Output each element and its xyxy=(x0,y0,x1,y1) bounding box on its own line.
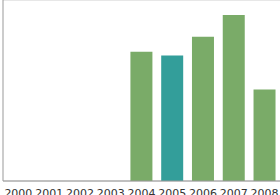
svg-text:2007: 2007 xyxy=(220,187,248,195)
svg-text:2005: 2005 xyxy=(158,187,186,195)
svg-text:2003: 2003 xyxy=(97,187,125,195)
svg-text:2008: 2008 xyxy=(251,187,272,195)
svg-text:2000: 2000 xyxy=(8,187,32,195)
svg-text:2002: 2002 xyxy=(66,187,94,195)
svg-text:2006: 2006 xyxy=(189,187,217,195)
svg-text:2004: 2004 xyxy=(128,187,156,195)
svg-text:2001: 2001 xyxy=(35,187,63,195)
